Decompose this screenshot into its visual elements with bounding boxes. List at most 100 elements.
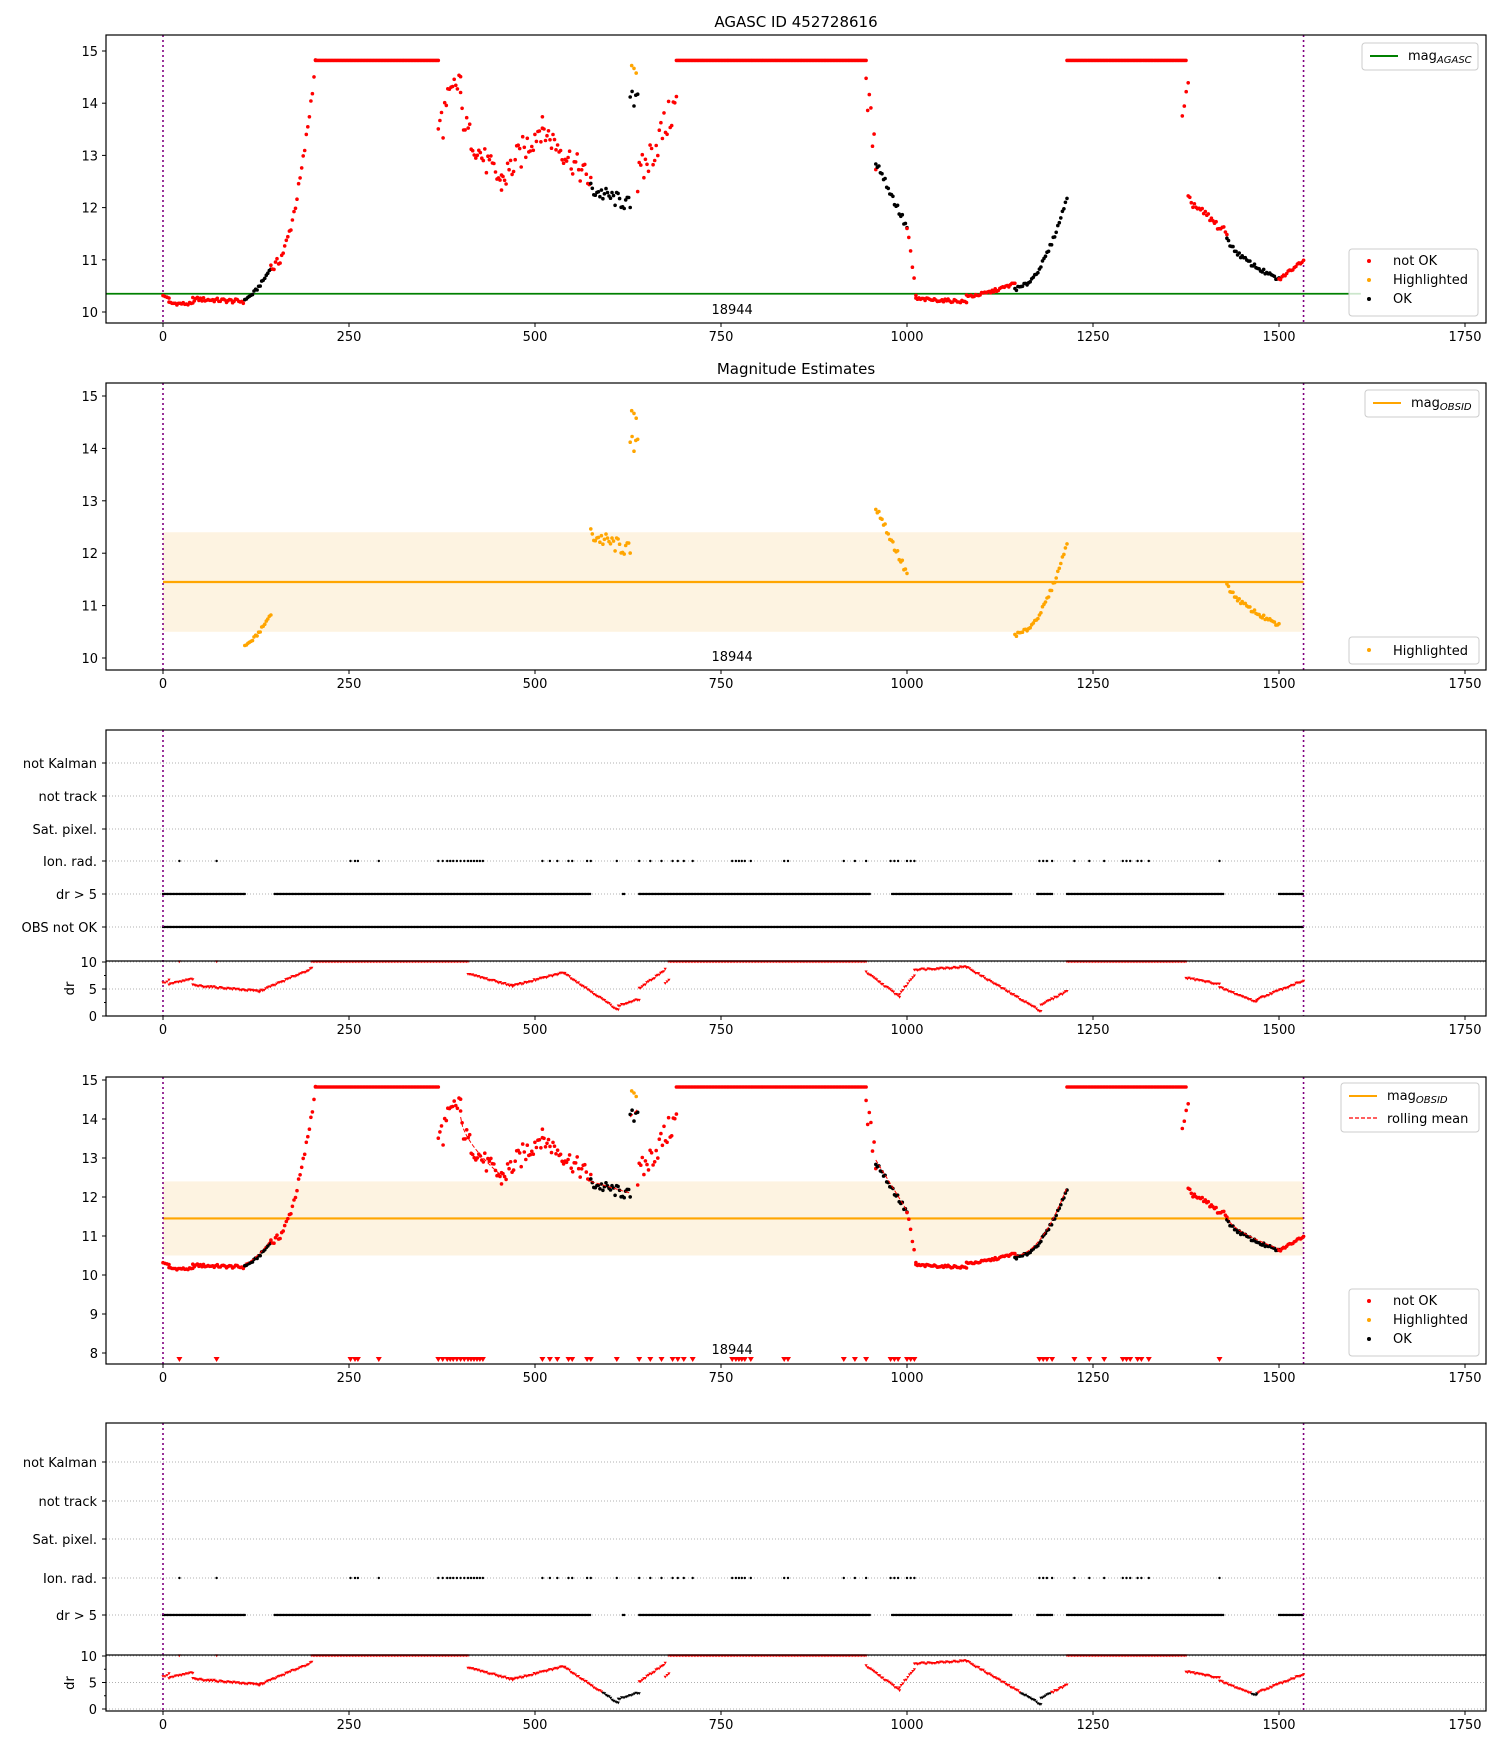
combined-xtick-label: 250 xyxy=(337,1371,362,1386)
mag-point xyxy=(567,149,572,153)
flag-ion-rad xyxy=(481,1576,485,1580)
highlighted-point xyxy=(1062,552,1066,557)
mag-point xyxy=(628,1195,632,1199)
ion-rad-marker xyxy=(213,1357,220,1362)
mag-point xyxy=(1301,1234,1306,1239)
flag-ion-rad xyxy=(1140,859,1143,863)
mag-point xyxy=(567,1153,572,1157)
ion-rad-marker xyxy=(851,1357,858,1362)
flag-ion-rad xyxy=(691,859,694,863)
mag-point xyxy=(549,1150,554,1155)
ion-rad-marker xyxy=(587,1357,594,1362)
flag-ion-rad xyxy=(1147,859,1151,863)
flag-ion-rad xyxy=(356,859,360,863)
mag-point xyxy=(472,153,477,157)
flag-ion-rad xyxy=(1125,1576,1128,1580)
mag-point xyxy=(486,154,490,158)
mag-point xyxy=(481,1160,486,1164)
mag-point xyxy=(511,1168,516,1172)
ion-rad-marker xyxy=(375,1357,382,1362)
mag-point xyxy=(867,92,872,97)
mag-point xyxy=(635,92,640,96)
mag-point xyxy=(865,108,870,113)
ion-rad-marker xyxy=(636,1357,643,1362)
mag-point xyxy=(215,296,220,301)
flag-ion-rad xyxy=(905,1576,909,1580)
mag-point xyxy=(632,1119,636,1123)
highlighted-point xyxy=(610,536,614,540)
mag-point xyxy=(886,186,891,191)
mag-point xyxy=(306,1134,310,1139)
highlighted-point xyxy=(628,551,632,555)
flag-ion-rad xyxy=(481,859,485,863)
mag-point xyxy=(1057,220,1062,225)
mag-point xyxy=(598,194,602,199)
mag-point xyxy=(519,1164,523,1169)
mag-point xyxy=(1231,244,1235,249)
flag-ion-rad xyxy=(913,859,916,863)
flag-dr-gt-5 xyxy=(868,1613,871,1617)
mag-point xyxy=(622,206,626,211)
mag-point xyxy=(520,134,525,139)
highlighted-point xyxy=(269,613,273,617)
mag-point xyxy=(629,63,634,68)
mag-point xyxy=(304,132,309,137)
mag-point xyxy=(552,137,557,142)
mag-point xyxy=(466,126,471,130)
mag-point xyxy=(573,1161,578,1165)
highlighted-point xyxy=(1043,600,1048,604)
mag-point xyxy=(907,235,911,240)
highlighted-point xyxy=(1031,621,1036,625)
flag-ion-rad xyxy=(1038,1576,1041,1580)
flag-ion-rad xyxy=(571,1576,574,1580)
agasc-ytick-label: 15 xyxy=(81,45,98,60)
mag-point xyxy=(914,293,918,298)
mag-point xyxy=(639,163,643,167)
mag-point xyxy=(467,122,472,126)
highlighted-point xyxy=(632,449,636,454)
highlighted-point xyxy=(263,622,267,626)
highlighted-point xyxy=(1057,566,1062,571)
mag-point xyxy=(575,152,579,156)
mag-point xyxy=(964,300,969,305)
mag-point xyxy=(570,172,575,176)
mag-point xyxy=(1028,280,1032,284)
mag-point xyxy=(630,1108,634,1112)
flag-ion-rad xyxy=(731,859,734,863)
mag-point xyxy=(301,154,306,158)
highlighted-point xyxy=(258,630,263,634)
legend-marker-highlighted xyxy=(1367,1318,1371,1322)
mag-point xyxy=(513,157,517,162)
mag-point xyxy=(579,168,584,172)
ion-rad-marker xyxy=(840,1357,847,1362)
mag-point xyxy=(436,58,441,63)
mag-point xyxy=(302,1152,307,1157)
flag-ion-rad xyxy=(441,859,444,863)
flag-ion-rad xyxy=(743,859,746,863)
flags1-row-label: dr > 5 xyxy=(56,888,97,903)
flags1-row-label: Sat. pixel. xyxy=(33,823,97,838)
flag-ion-rad xyxy=(743,1576,746,1580)
mag-point xyxy=(1189,1191,1194,1196)
highlighted-point xyxy=(1059,561,1063,566)
mag-point xyxy=(666,1115,671,1120)
flag-ion-rad xyxy=(1045,859,1049,863)
mag-point xyxy=(558,1152,563,1157)
dr-point xyxy=(899,990,903,994)
mag-point xyxy=(660,136,665,141)
mag-point xyxy=(489,154,493,158)
highlighted-point xyxy=(589,527,593,531)
flag-ion-rad xyxy=(548,1576,552,1580)
mag-point xyxy=(642,175,646,180)
highlighted-point xyxy=(895,549,900,553)
highlighted-point xyxy=(611,539,616,543)
mag-point xyxy=(673,1116,677,1121)
mag-point xyxy=(441,1143,445,1147)
mag-point xyxy=(864,58,868,63)
mag-point xyxy=(475,1156,480,1160)
estimates-xtick-label: 250 xyxy=(337,677,362,692)
highlighted-point xyxy=(616,537,620,541)
mag-point xyxy=(539,1146,543,1150)
mag-point xyxy=(298,1173,302,1177)
mag-point xyxy=(891,194,895,199)
